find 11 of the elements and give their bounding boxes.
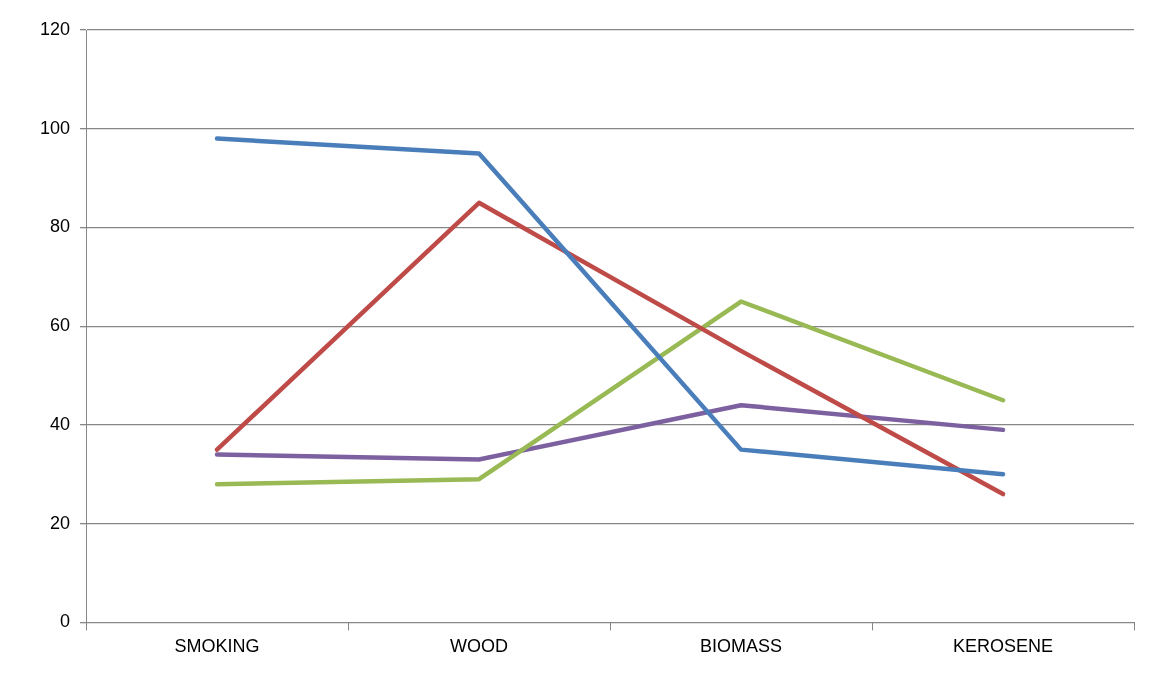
y-tick-label: 40 — [50, 413, 71, 434]
x-tick-label: BIOMASS — [700, 636, 783, 657]
y-tick-label: 20 — [50, 512, 71, 533]
x-tick-label: WOOD — [450, 636, 509, 657]
x-tick-label: KEROSENE — [952, 636, 1054, 657]
y-tick-label: 120 — [39, 18, 71, 39]
y-tick-label: 100 — [39, 117, 71, 138]
y-tick-label: 80 — [50, 216, 71, 237]
x-tick-label: SMOKING — [174, 636, 260, 657]
y-tick-label: 60 — [50, 315, 71, 336]
y-tick-label: 0 — [60, 611, 71, 632]
